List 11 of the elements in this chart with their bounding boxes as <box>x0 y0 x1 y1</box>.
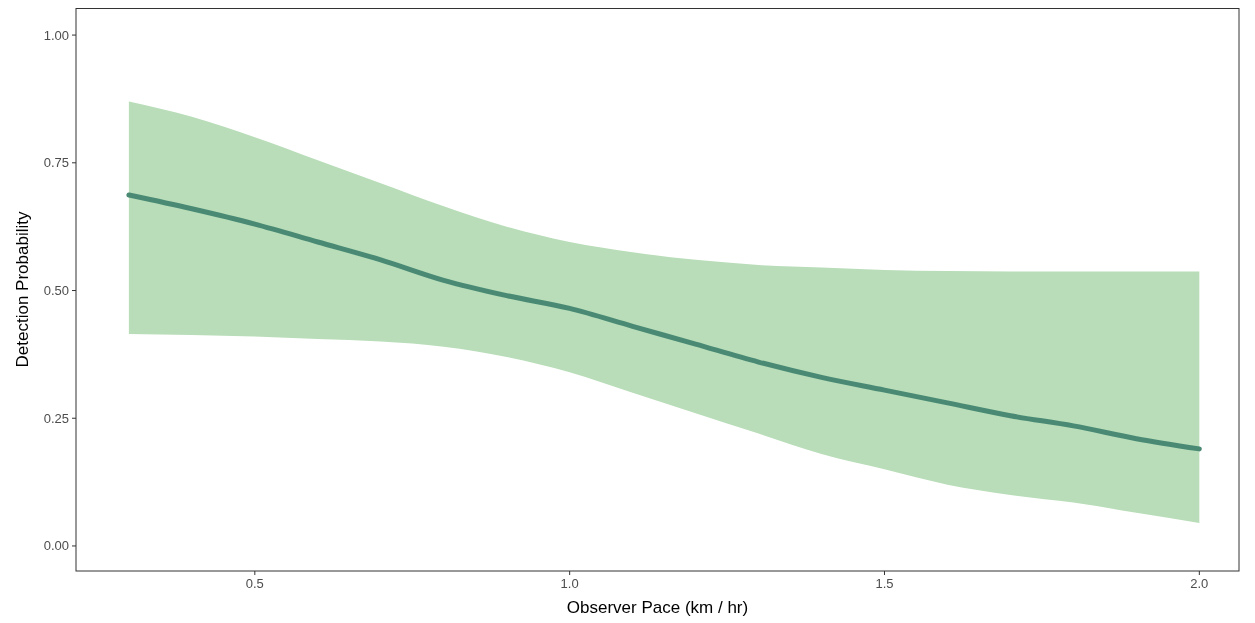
x-tick-label: 1.0 <box>560 576 579 591</box>
x-tick-label: 1.5 <box>875 576 894 591</box>
x-tick-label: 2.0 <box>1190 576 1209 591</box>
y-tick-label: 1.00 <box>43 27 69 43</box>
y-tick-label: 0.50 <box>43 283 69 299</box>
y-tick-label: 0.25 <box>43 410 69 426</box>
x-axis-title: Observer Pace (km / hr) <box>566 598 749 617</box>
y-axis-title: Detection Probability <box>13 211 32 368</box>
y-tick-label: 0.75 <box>43 155 69 171</box>
x-tick-label: 0.5 <box>245 576 264 591</box>
y-tick-label: 0.00 <box>43 538 69 554</box>
